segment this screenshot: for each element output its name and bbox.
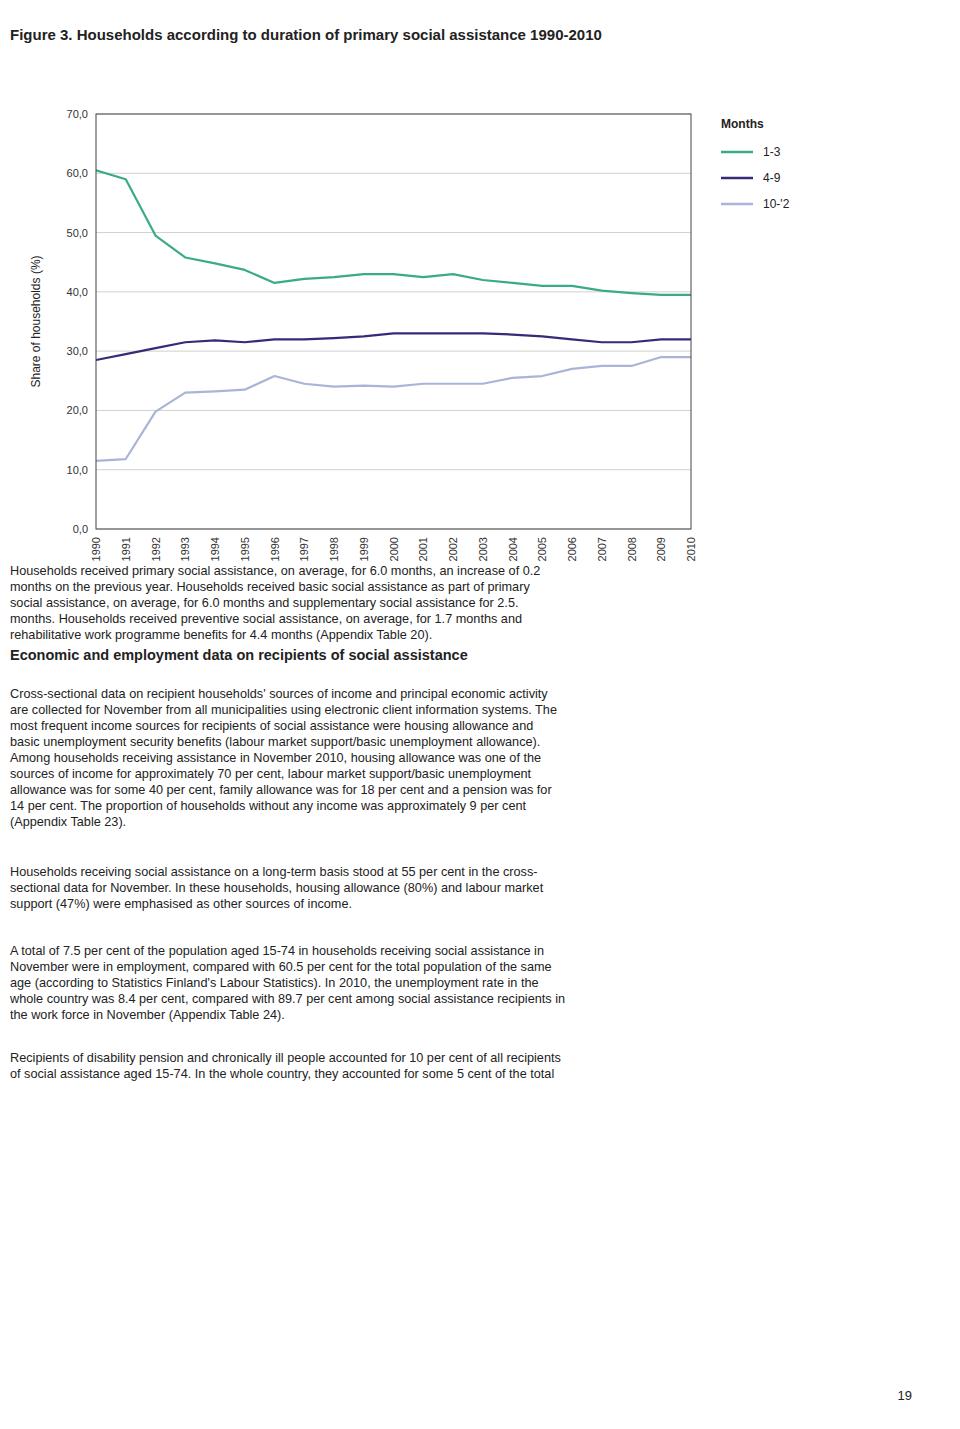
paragraph-line: allowance was for some 40 per cent, fami… — [10, 783, 552, 797]
x-tick-label: 1997 — [298, 537, 310, 561]
grid-line — [96, 469, 691, 470]
x-tick-label: 2002 — [447, 537, 459, 561]
page-number: 19 — [898, 1388, 912, 1403]
y-tick-label: 70,0 — [67, 108, 88, 120]
y-tick-label: 40,0 — [67, 286, 88, 298]
paragraph-line: Households received primary social assis… — [10, 564, 540, 578]
legend-entry: 10-'2 — [763, 197, 790, 211]
paragraph-line: 14 per cent. The proportion of household… — [10, 799, 526, 813]
paragraph-line: age (according to Statistics Finland's L… — [10, 976, 539, 990]
plot-background — [96, 114, 691, 529]
paragraph-line: months. Households received preventive s… — [10, 612, 522, 626]
x-tick-label: 2010 — [685, 537, 697, 561]
x-tick-label: 1993 — [179, 537, 191, 561]
x-tick-label: 1994 — [209, 537, 221, 561]
x-tick-label: 2004 — [507, 537, 519, 561]
x-tick-label: 1995 — [239, 537, 251, 561]
paragraph-line: Cross-sectional data on recipient househ… — [10, 687, 548, 701]
paragraph-line: Among households receiving assistance in… — [10, 751, 541, 765]
paragraph-line: November were in employment, compared wi… — [10, 960, 552, 974]
y-tick-label: 0,0 — [73, 523, 88, 535]
paragraph-line: basic unemployment security benefits (la… — [10, 735, 540, 749]
x-tick-label: 1990 — [90, 537, 102, 561]
paragraph-line: sources of income for approximately 70 p… — [10, 767, 532, 781]
paragraph-line: sectional data for November. In these ho… — [10, 881, 544, 895]
paragraph-line: social assistance, on average, for 6.0 m… — [10, 596, 518, 610]
x-tick-label: 2000 — [388, 537, 400, 561]
paragraph: Households receiving social assistance o… — [10, 865, 544, 911]
legend-swatch — [721, 177, 753, 180]
legend-swatch — [721, 203, 753, 206]
grid-line — [96, 410, 691, 411]
y-axis-label: Share of households (%) — [29, 255, 43, 387]
y-tick-label: 20,0 — [67, 404, 88, 416]
y-tick-label: 60,0 — [67, 167, 88, 179]
plot-frame — [96, 114, 691, 529]
paragraph-line: support (47%) were emphasised as other s… — [10, 897, 352, 911]
series-line — [96, 357, 691, 461]
x-tick-label: 1992 — [150, 537, 162, 561]
x-tick-label: 2003 — [477, 537, 489, 561]
x-tick-label: 2006 — [566, 537, 578, 561]
x-tick-label: 2009 — [655, 537, 667, 561]
paragraph: A total of 7.5 per cent of the populatio… — [9, 944, 565, 1022]
paragraph: Households received primary social assis… — [10, 564, 540, 642]
x-tick-label: 2008 — [626, 537, 638, 561]
paragraph-line: Economic and employment data on recipien… — [10, 647, 468, 663]
x-tick-label: 2001 — [417, 537, 429, 561]
y-tick-label: 50,0 — [67, 227, 88, 239]
legend-entry: 1-3 — [763, 145, 781, 159]
paragraph-line: months on the previous year. Households … — [10, 580, 530, 594]
paragraph-line: Recipients of disability pension and chr… — [10, 1051, 561, 1065]
paragraph-line: (Appendix Table 23). — [10, 815, 126, 829]
grid-line — [96, 351, 691, 352]
grid-line — [96, 173, 691, 174]
grid-line — [96, 232, 691, 233]
paragraph-line: most frequent income sources for recipie… — [10, 719, 533, 733]
x-tick-label: 1999 — [358, 537, 370, 561]
paragraph-line: of social assistance aged 15-74. In the … — [10, 1067, 554, 1081]
series-line — [96, 170, 691, 295]
paragraph-line: rehabilitative work programme benefits f… — [10, 628, 432, 642]
legend-title: Months — [721, 117, 764, 131]
x-tick-label: 1998 — [328, 537, 340, 561]
paragraph-line: whole country was 8.4 per cent, compared… — [9, 992, 565, 1006]
x-tick-label: 1991 — [120, 537, 132, 561]
legend-swatch — [721, 151, 753, 154]
section-heading: Economic and employment data on recipien… — [10, 647, 468, 663]
legend-entry: 4-9 — [763, 171, 781, 185]
paragraph-line: Households receiving social assistance o… — [10, 865, 538, 879]
title: Figure 3. Households according to durati… — [10, 26, 602, 43]
paragraph: Cross-sectional data on recipient househ… — [10, 687, 557, 829]
y-tick-label: 30,0 — [67, 345, 88, 357]
paragraph: Recipients of disability pension and chr… — [10, 1051, 561, 1081]
paragraph-line: are collected for November from all muni… — [10, 703, 557, 717]
paragraph-line: the work force in November (Appendix Tab… — [10, 1008, 285, 1022]
paragraph-line: A total of 7.5 per cent of the populatio… — [10, 944, 544, 958]
series-line — [96, 333, 691, 360]
x-tick-label: 2007 — [596, 537, 608, 561]
y-tick-label: 10,0 — [67, 464, 88, 476]
series-group — [96, 170, 691, 461]
x-tick-label: 1996 — [269, 537, 281, 561]
page: Figure 3. Households according to durati… — [0, 0, 960, 1429]
x-tick-label: 2005 — [536, 537, 548, 561]
